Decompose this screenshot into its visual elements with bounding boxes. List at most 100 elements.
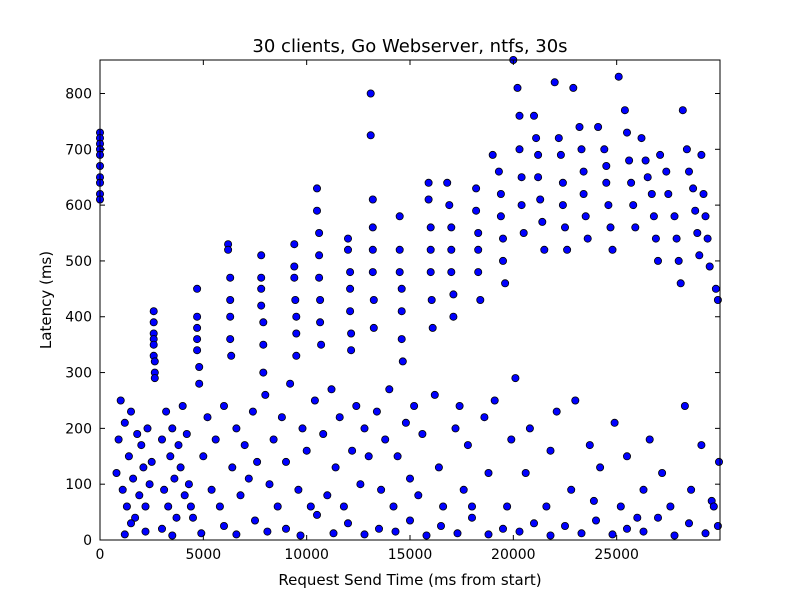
data-point	[139, 463, 148, 472]
data-point	[186, 502, 195, 511]
data-point	[211, 435, 220, 444]
data-point	[203, 413, 212, 422]
data-point	[561, 223, 570, 232]
data-point	[685, 519, 694, 528]
data-point	[496, 212, 505, 221]
data-point	[193, 284, 202, 293]
data-point	[316, 295, 325, 304]
data-point	[162, 407, 171, 416]
data-point	[472, 206, 481, 215]
data-point	[343, 234, 352, 243]
data-point	[366, 89, 375, 98]
data-point	[141, 527, 150, 536]
data-point	[405, 474, 414, 483]
data-point	[530, 111, 539, 120]
data-point	[410, 401, 419, 410]
data-point	[449, 290, 458, 299]
data-point	[172, 513, 181, 522]
data-point	[589, 496, 598, 505]
data-point	[226, 273, 235, 282]
data-point	[687, 485, 696, 494]
data-point	[315, 251, 324, 260]
data-point	[257, 251, 266, 260]
data-point	[124, 452, 133, 461]
data-point	[546, 446, 555, 455]
data-point	[273, 502, 282, 511]
data-point	[563, 245, 572, 254]
data-point	[647, 189, 656, 198]
data-point	[649, 212, 658, 221]
x-tick-label: 20000	[491, 547, 536, 563]
data-points	[96, 56, 724, 540]
data-point	[434, 463, 443, 472]
data-point	[395, 245, 404, 254]
data-point	[670, 212, 679, 221]
data-point	[569, 83, 578, 92]
x-tick-label: 25000	[594, 547, 639, 563]
data-point	[639, 485, 648, 494]
data-point	[137, 441, 146, 450]
data-point	[480, 413, 489, 422]
data-point	[515, 145, 524, 154]
data-point	[178, 401, 187, 410]
x-tick-label: 15000	[388, 547, 433, 563]
data-point	[269, 435, 278, 444]
data-point	[474, 245, 483, 254]
data-point	[232, 530, 241, 539]
data-point	[257, 301, 266, 310]
data-point	[602, 161, 611, 170]
data-point	[608, 530, 617, 539]
y-tick-label: 300	[65, 366, 92, 382]
data-point	[317, 340, 326, 349]
data-point	[147, 457, 156, 466]
data-point	[199, 452, 208, 461]
data-point	[405, 516, 414, 525]
data-point	[484, 468, 493, 477]
data-point	[168, 424, 177, 433]
x-axis-ticks: 0 5000 10000 15000 20000 25000	[96, 60, 639, 563]
data-point	[691, 206, 700, 215]
data-point	[627, 178, 636, 187]
data-point	[348, 446, 357, 455]
data-point	[608, 245, 617, 254]
data-point	[682, 145, 691, 154]
data-point	[112, 468, 121, 477]
data-point	[623, 452, 632, 461]
data-point	[476, 295, 485, 304]
data-point	[575, 123, 584, 132]
data-point	[552, 407, 561, 416]
y-tick-label: 600	[65, 198, 92, 214]
y-axis-ticks: 0 100 200 300 400 500 600 700 800	[65, 86, 720, 549]
data-point	[558, 201, 567, 210]
data-point	[356, 480, 365, 489]
data-point	[292, 329, 301, 338]
data-point	[666, 502, 675, 511]
y-tick-label: 700	[65, 142, 92, 158]
data-point	[149, 307, 158, 316]
data-point	[131, 513, 140, 522]
data-point	[168, 531, 177, 540]
data-point	[286, 379, 295, 388]
x-axis-label: Request Send Time (ms from start)	[278, 571, 541, 589]
data-point	[662, 167, 671, 176]
data-point	[398, 357, 407, 366]
data-point	[577, 145, 586, 154]
data-point	[554, 134, 563, 143]
data-point	[226, 335, 235, 344]
data-point	[193, 346, 202, 355]
data-point	[430, 390, 439, 399]
data-point	[292, 312, 301, 321]
data-point	[606, 223, 615, 232]
data-point	[439, 502, 448, 511]
data-point	[207, 485, 216, 494]
data-point	[658, 468, 667, 477]
data-point	[290, 273, 299, 282]
data-point	[401, 418, 410, 427]
data-point	[517, 173, 526, 182]
data-point	[195, 362, 204, 371]
data-point	[503, 502, 512, 511]
data-point	[226, 295, 235, 304]
data-point	[236, 491, 245, 500]
data-point	[501, 279, 510, 288]
data-point	[385, 385, 394, 394]
